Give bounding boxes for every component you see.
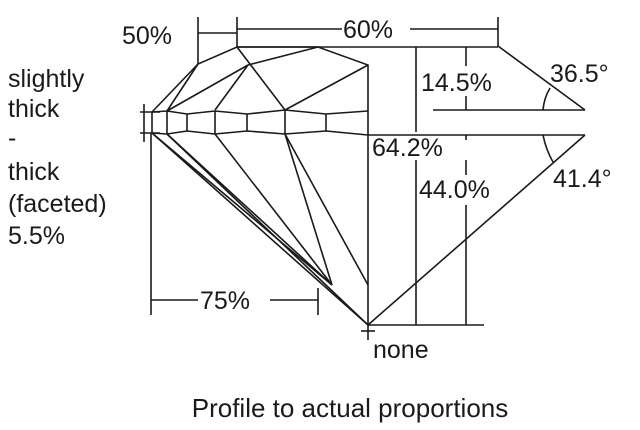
girdle-line: slightly: [8, 65, 85, 93]
lower-half-label: 75%: [200, 287, 250, 315]
total-depth-label: 64.2%: [372, 134, 443, 162]
girdle-line: thick: [8, 95, 60, 123]
dimension-lines: [150, 17, 586, 326]
girdle-line: -: [8, 124, 16, 152]
pavilion-angle-label: 41.4°: [553, 165, 612, 193]
culet-label: none: [373, 336, 429, 364]
girdle-line: thick: [8, 158, 60, 186]
pavilion-depth-label: 44.0%: [419, 176, 490, 204]
table-label: 60%: [343, 16, 393, 44]
caption: Profile to actual proportions: [192, 393, 509, 423]
diamond-outline: [140, 46, 375, 340]
crown-ratio-label: 50%: [122, 22, 172, 50]
girdle-line: (faceted): [8, 190, 107, 218]
girdle-line: 5.5%: [8, 222, 65, 250]
girdle-label: slightly thick - thick (faceted) 5.5%: [8, 65, 107, 250]
crown-angle-label: 36.5°: [550, 60, 609, 88]
crown-height-label: 14.5%: [421, 69, 492, 97]
